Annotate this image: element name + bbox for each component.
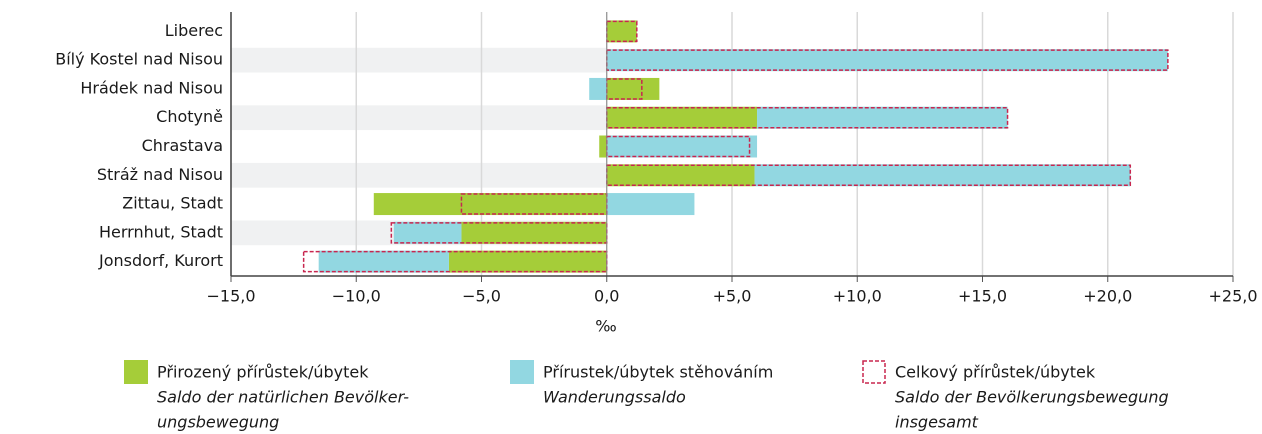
row-band (231, 105, 607, 131)
x-tick-label: +10,0 (833, 287, 882, 306)
row-band (231, 162, 607, 188)
bar (461, 221, 607, 244)
y-tick-label: Liberec (165, 21, 223, 40)
total-outline (606, 78, 643, 100)
legend-swatch (124, 360, 148, 384)
legend-swatch (862, 360, 886, 384)
bar (606, 20, 637, 43)
bar (448, 250, 607, 273)
x-tick-label: −5,0 (462, 287, 501, 306)
total-outline (460, 193, 608, 215)
legend-label: Celkový přírůstek/úbytek (895, 363, 1096, 382)
x-tick-label: 0,0 (594, 287, 619, 306)
bar (599, 135, 607, 158)
legend-sublabel: Saldo der natürlichen Bevölker- (157, 388, 409, 407)
bar (606, 49, 1168, 72)
row-band (231, 47, 607, 73)
y-tick-label: Zittau, Stadt (122, 194, 223, 213)
y-tick-label: Stráž nad Nisou (97, 165, 223, 184)
bar (373, 193, 607, 216)
bar (606, 106, 758, 129)
y-tick-label: Herrnhut, Stadt (99, 222, 223, 241)
bar (757, 106, 1008, 129)
bar (606, 193, 695, 216)
legend-label: Přirozený přírůstek/úbytek (157, 363, 369, 382)
x-tick-label: +25,0 (1208, 287, 1257, 306)
legend-sublabel: Saldo der Bevölkerungsbewegung (895, 388, 1169, 407)
legend-swatch (510, 360, 534, 384)
y-tick-label: Jonsdorf, Kurort (98, 251, 223, 270)
x-tick-label: +5,0 (713, 287, 752, 306)
legend-sublabel: ungsbewegung (157, 413, 279, 432)
legend-label: Přírustek/úbytek stěhováním (543, 363, 773, 382)
y-tick-label: Chrastava (142, 136, 223, 155)
x-tick-label: +20,0 (1083, 287, 1132, 306)
bar (318, 250, 449, 273)
bar (606, 77, 660, 100)
y-tick-label: Bílý Kostel nad Nisou (55, 50, 223, 69)
y-tick-label: Chotyně (156, 107, 223, 126)
bar (606, 135, 758, 158)
x-axis-label: ‰ (595, 317, 616, 336)
x-tick-label: +15,0 (958, 287, 1007, 306)
bar (393, 221, 462, 244)
bar (754, 164, 1131, 187)
legend-sublabel: Wanderungssaldo (543, 388, 686, 407)
y-tick-label: Hrádek nad Nisou (80, 78, 223, 97)
bar (589, 77, 607, 100)
bar (606, 164, 755, 187)
legend-sublabel: insgesamt (895, 413, 979, 432)
x-tick-label: −15,0 (206, 287, 255, 306)
x-tick-label: −10,0 (332, 287, 381, 306)
